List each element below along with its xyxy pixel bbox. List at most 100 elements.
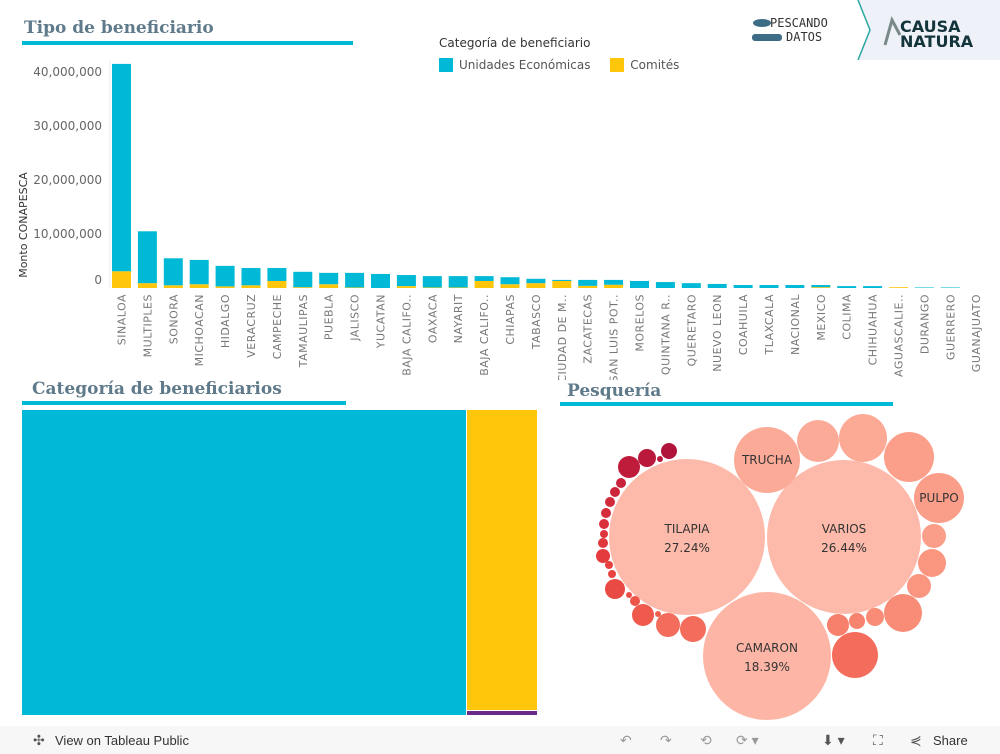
x-tick-label: CAMPECHE <box>271 294 284 359</box>
bubble <box>914 473 964 523</box>
bar-segment <box>630 280 649 288</box>
x-tick-label: VERACRUZ <box>245 294 258 358</box>
bar-segment <box>267 280 287 288</box>
undo-icon[interactable]: ↶ <box>620 732 632 748</box>
pescando-datos-logo: PESCANDO <box>770 16 828 30</box>
refresh-icon[interactable]: ⟳ ▾ <box>736 732 759 748</box>
bar-segment <box>681 283 701 288</box>
treemap-comites[interactable] <box>467 410 537 710</box>
bar-segment <box>267 268 287 281</box>
bar-segment <box>578 285 598 288</box>
title-underline <box>22 41 353 45</box>
bar-segment <box>733 285 753 288</box>
bubble-percent: 26.44% <box>821 541 867 555</box>
bubble <box>608 570 616 578</box>
bar-segment <box>785 285 805 288</box>
bar-segment <box>293 271 313 288</box>
bubble-label: TILAPIA <box>663 522 710 536</box>
bar-segment <box>655 282 675 288</box>
x-tick-label: PUEBLA <box>323 294 336 340</box>
title-underline <box>22 401 346 405</box>
bar-segment <box>500 284 520 288</box>
bar-segment <box>552 279 572 281</box>
bubble <box>907 574 931 598</box>
bar-segment <box>319 284 339 288</box>
bubble <box>839 414 887 462</box>
redo-icon[interactable]: ↷ <box>660 732 672 748</box>
bar-segment <box>189 259 209 285</box>
y-axis-label: Monto CONAPESCA <box>17 172 30 278</box>
x-tick-label: COLIMA <box>841 294 854 340</box>
x-tick-label: HIDALGO <box>219 294 232 348</box>
x-tick-label: YUCATAN <box>375 294 388 349</box>
x-tick-label: NAYARIT <box>452 294 465 343</box>
bubble <box>598 538 608 548</box>
bubble-percent: 27.24% <box>664 541 710 555</box>
x-tick-label: CHIAPAS <box>504 294 517 345</box>
bar-segment <box>215 286 235 288</box>
x-tick-label: CHIHUAHUA <box>867 294 880 365</box>
x-tick-label: BAJA CALIFO.. <box>478 294 491 376</box>
bubble <box>630 596 640 606</box>
bar-segment <box>396 286 416 288</box>
bubble <box>797 420 839 462</box>
x-tick-label: TABASCO <box>530 294 543 350</box>
x-tick-label: MORELOS <box>634 294 647 352</box>
bubble <box>680 616 706 642</box>
bar-segment <box>474 280 494 288</box>
bubble <box>656 613 680 637</box>
legend: Categoría de beneficiario Unidades Econó… <box>439 36 695 75</box>
bar-segment <box>526 283 546 288</box>
bubble <box>596 549 610 563</box>
tableau-icon: ✣ <box>33 732 45 748</box>
download-icon[interactable]: ⬇ ▾ <box>822 732 845 748</box>
share-button[interactable]: Share <box>933 733 968 748</box>
treemap-unidades[interactable] <box>22 410 466 715</box>
x-tick-label: GUERRERO <box>944 294 957 360</box>
treemap-title: Categoría de beneficiarios <box>32 379 282 399</box>
y-tick-label: 20,000,000 <box>33 173 102 187</box>
revert-icon[interactable]: ⟲ <box>700 732 712 748</box>
bubble <box>832 632 878 678</box>
bubble <box>767 460 921 614</box>
bubble <box>599 519 609 529</box>
title-underline <box>560 402 893 406</box>
bar-segment <box>422 287 442 288</box>
bar-segment <box>241 268 261 286</box>
bar-segment <box>137 283 157 288</box>
x-tick-label: NUEVO LEON <box>711 294 724 372</box>
svg-text:DATOS: DATOS <box>786 30 822 44</box>
legend-item-comites[interactable]: Comités <box>610 58 679 72</box>
bubble <box>616 478 626 488</box>
bubble <box>703 592 831 720</box>
bar-segment <box>474 276 494 281</box>
x-tick-label: DURANGO <box>918 294 931 354</box>
legend-label: Comités <box>630 58 680 72</box>
bar-chart: 0 10,000,000 20,000,000 30,000,000 40,000,00… <box>17 60 983 380</box>
bar-chart-title: Tipo de beneficiario <box>24 18 214 38</box>
view-on-tableau-link[interactable]: View on Tableau Public <box>55 733 189 748</box>
bar-segment <box>112 271 131 288</box>
bar-segment <box>811 287 831 288</box>
treemap-other[interactable] <box>467 711 537 715</box>
bubble <box>866 608 884 626</box>
x-tick-label: QUERETARO <box>685 294 698 366</box>
y-tick-label: 10,000,000 <box>33 227 102 241</box>
fullscreen-icon[interactable]: ⛶ <box>873 732 883 748</box>
x-tick-label: TAMAULIPAS <box>297 294 310 368</box>
legend-item-unidades[interactable]: Unidades Económicas <box>439 58 590 72</box>
x-tick-label: CIUDAD DE M.. <box>556 294 569 380</box>
bar-segment <box>448 287 468 288</box>
share-icon[interactable]: ⋞ <box>910 732 922 748</box>
bar-segment <box>422 276 442 288</box>
x-tick-label: ZACATECAS <box>582 294 595 364</box>
x-tick-label: AGUASCALIE.. <box>893 294 906 377</box>
bar-segment <box>345 287 365 288</box>
x-tick-label: COAHUILA <box>737 294 750 355</box>
svg-text:NATURA: NATURA <box>900 32 974 51</box>
bubble <box>884 432 934 482</box>
x-tick-label: JALISCO <box>349 294 362 342</box>
bar-segment <box>215 265 235 287</box>
bar-segment <box>293 287 313 288</box>
bar-segment <box>448 276 468 288</box>
